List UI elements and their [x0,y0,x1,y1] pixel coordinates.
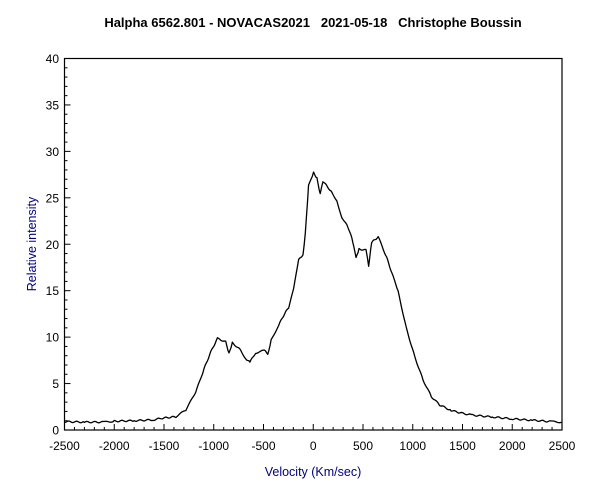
y-tick-label: 0 [52,424,59,438]
plot-frame [63,57,563,431]
y-tick-label: 5 [52,377,59,391]
y-tick-label: 30 [46,145,60,159]
y-tick-label: 15 [46,284,60,298]
y-tick-label: 25 [46,191,60,205]
x-tick-label: -2500 [49,439,80,453]
y-tick-label: 40 [46,52,60,66]
y-tick-label: 35 [46,98,60,112]
x-tick-label: -500 [251,439,275,453]
x-tick-label: 2000 [499,439,526,453]
x-axis-label: Velocity (Km/sec) [265,465,362,479]
x-tick-label: 500 [353,439,373,453]
y-axis-label: Relative intensity [25,196,39,291]
x-tick-label: -1500 [149,439,180,453]
x-tick-label: 2500 [549,439,576,453]
x-tick-label: 1000 [399,439,426,453]
spectrum-line [64,171,563,424]
x-tick-label: -1000 [198,439,229,453]
x-tick-label: 1500 [449,439,476,453]
chart-title: Halpha 6562.801 - NOVACAS2021 2021-05-18… [104,15,521,30]
x-tick-label: 0 [310,439,317,453]
y-tick-label: 20 [46,238,60,252]
x-tick-label: -2000 [99,439,130,453]
y-tick-label: 10 [46,331,60,345]
